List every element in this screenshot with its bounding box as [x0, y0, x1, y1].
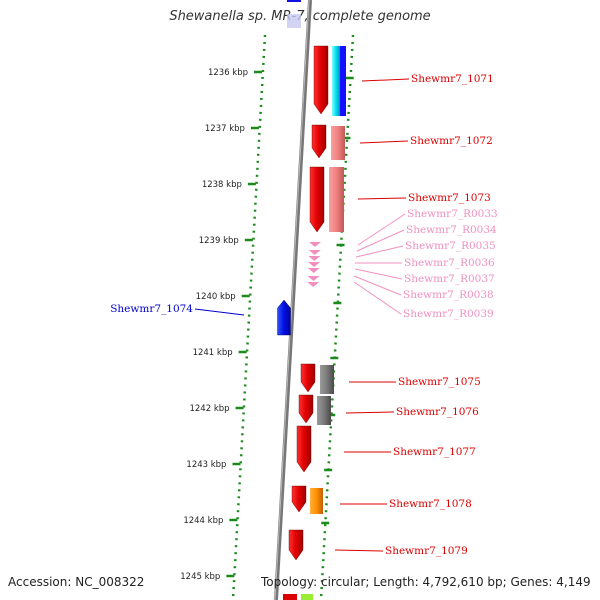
gene-arrow-Shewmr7_1071	[313, 45, 329, 115]
gene-label: Shewmr7_1077	[393, 446, 476, 458]
genome-backbone-highlight	[274, 0, 310, 600]
gene-label: Shewmr7_1074	[110, 303, 193, 315]
axis-tick-label: 1245 kbp	[180, 572, 220, 582]
gene-label: Shewmr7_R0034	[406, 224, 497, 236]
trna-marker	[307, 268, 320, 273]
gene-label: Shewmr7_1072	[410, 135, 493, 147]
bottom-gene-stub	[283, 594, 297, 600]
gene-label: Shewmr7_1071	[411, 73, 494, 85]
bottom-feature-stub	[301, 594, 313, 600]
gene-arrow-Shewmr7_1078	[291, 485, 307, 513]
trna-marker	[308, 262, 321, 267]
trna-marker	[308, 250, 321, 255]
genome-backbone	[274, 0, 312, 600]
leader-line	[353, 281, 402, 315]
leader-line	[354, 268, 403, 280]
trna-marker	[307, 276, 320, 281]
feature-box-blue	[340, 46, 346, 116]
gene-arrow-Shewmr7_1072	[311, 124, 327, 159]
gene-arrow-Shewmr7_1076	[298, 394, 314, 424]
topology-text: Topology: circular; Length: 4,792,610 bp…	[261, 575, 591, 589]
leader-line	[355, 245, 404, 258]
axis-tick-label: 1242 kbp	[189, 404, 229, 414]
axis-tick-label: 1243 kbp	[186, 460, 226, 470]
feature-box-pink	[329, 167, 344, 232]
axis-tick-label: 1241 kbp	[193, 348, 233, 358]
axis-tick-label: 1237 kbp	[205, 124, 245, 134]
feature-box-orange	[310, 488, 323, 514]
leader-line	[357, 213, 406, 246]
gene-arrow-Shewmr7_1074	[277, 299, 291, 336]
axis-tick-label: 1240 kbp	[196, 292, 236, 302]
leader-line	[359, 140, 409, 144]
feature-box-cyan	[332, 46, 340, 116]
leader-line	[353, 275, 402, 296]
leader-line	[194, 308, 245, 316]
feature-box-gray	[320, 365, 334, 394]
trna-marker	[308, 256, 321, 261]
gene-arrow-Shewmr7_1077	[296, 425, 312, 473]
leader-line	[345, 411, 395, 414]
accession-text: Accession: NC_008322	[8, 575, 145, 589]
feature-box-pink	[331, 126, 345, 160]
gene-label: Shewmr7_R0035	[405, 240, 496, 252]
top-gene-stub	[287, 0, 301, 2]
leader-line	[356, 229, 405, 252]
gene-label: Shewmr7_R0036	[404, 257, 495, 269]
leader-line	[357, 197, 407, 200]
left-dotted-guide	[231, 34, 267, 600]
gene-label: Shewmr7_1075	[398, 376, 481, 388]
axis-tick-label: 1244 kbp	[183, 516, 223, 526]
gene-label: Shewmr7_R0037	[404, 273, 495, 285]
top-title-highlight	[287, 14, 301, 28]
gene-label: Shewmr7_1079	[385, 545, 468, 557]
axis-tick-label: 1238 kbp	[202, 180, 242, 190]
leader-line	[334, 549, 384, 552]
gene-label: Shewmr7_R0039	[403, 308, 494, 320]
trna-marker	[309, 242, 321, 247]
gene-label: Shewmr7_1078	[389, 498, 472, 510]
right-dotted-guide	[319, 34, 355, 600]
gene-label: Shewmr7_1073	[408, 192, 491, 204]
trna-marker	[307, 282, 320, 287]
gene-label: Shewmr7_R0033	[407, 208, 498, 220]
gene-arrow-Shewmr7_1075	[300, 363, 316, 393]
gene-arrow-Shewmr7_1079	[288, 529, 304, 561]
axis-tick-label: 1239 kbp	[199, 236, 239, 246]
feature-box-gray	[317, 396, 331, 425]
gene-arrow-Shewmr7_1073	[309, 166, 325, 233]
gene-label: Shewmr7_1076	[396, 406, 479, 418]
leader-line	[361, 78, 410, 82]
axis-tick-label: 1236 kbp	[208, 68, 248, 78]
gene-label: Shewmr7_R0038	[403, 289, 494, 301]
